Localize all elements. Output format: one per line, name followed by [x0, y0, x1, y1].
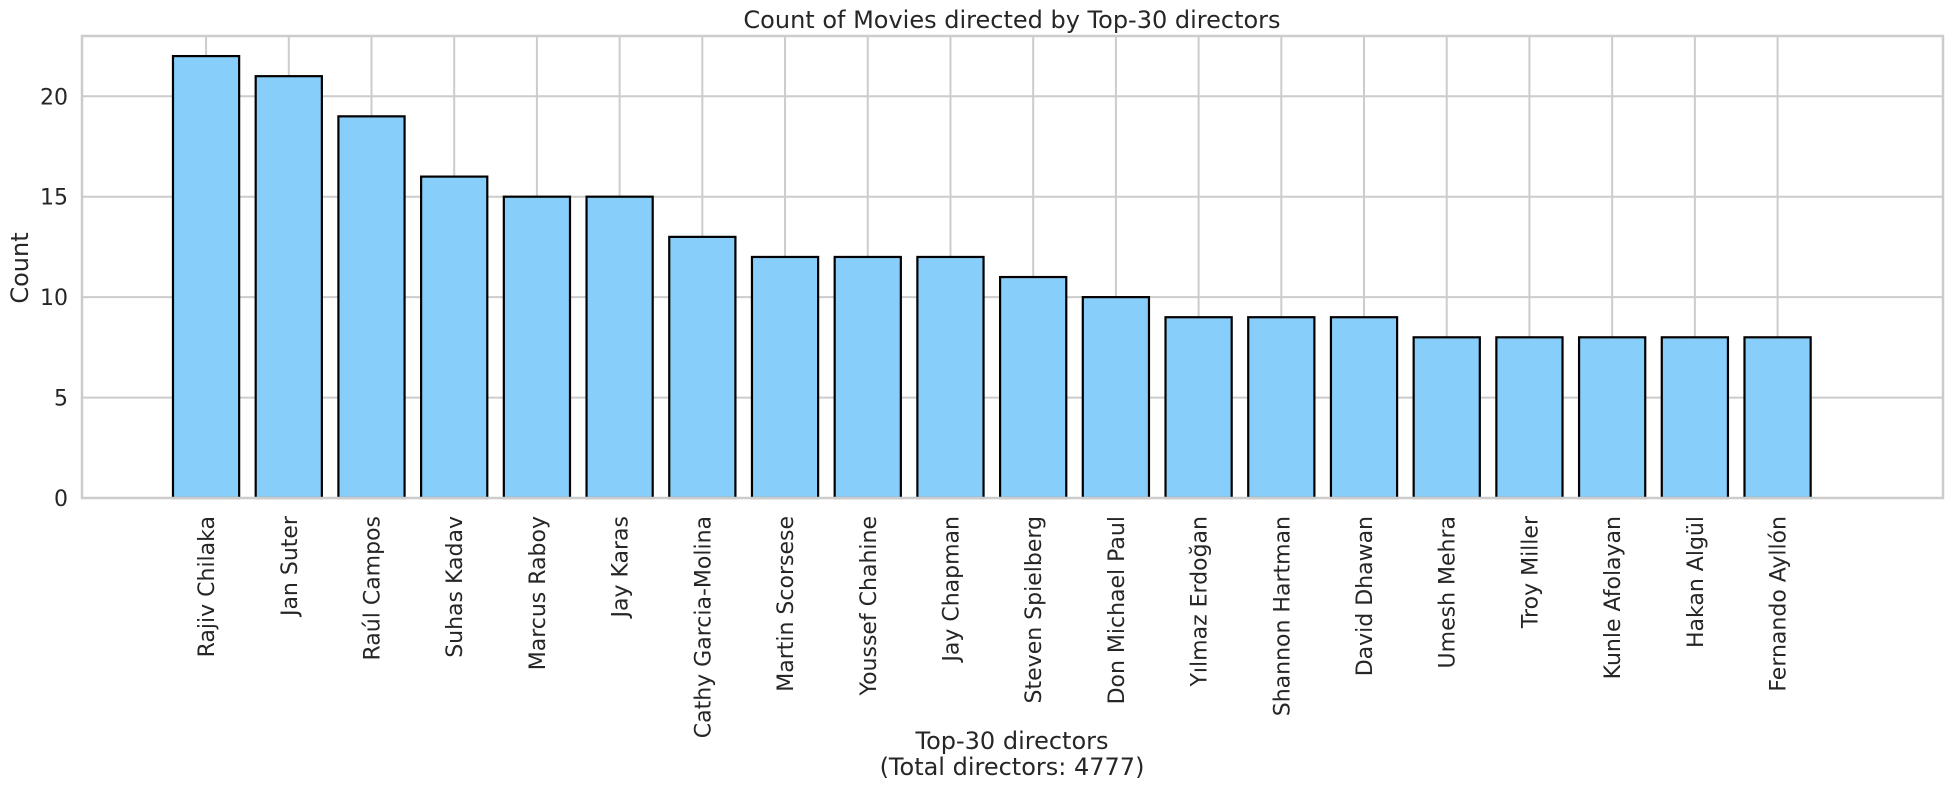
x-tick-label: Marcus Raboy — [526, 516, 551, 670]
x-tick-label: Suhas Kadav — [443, 516, 468, 658]
bar — [1495, 336, 1564, 500]
bar — [337, 115, 406, 500]
x-tick-label: Jay Chapman — [939, 516, 964, 664]
x-tick-label: Youssef Chahine — [857, 516, 882, 696]
bar — [833, 255, 902, 500]
bar — [916, 255, 985, 500]
bars — [171, 54, 1812, 500]
x-tick-label: Jay Karas — [609, 516, 634, 620]
bar — [502, 195, 572, 500]
bar — [171, 54, 241, 500]
x-tick-label: Hakan Algül — [1684, 516, 1709, 648]
chart-title: Count of Movies directed by Top-30 direc… — [743, 6, 1280, 34]
bar — [254, 75, 323, 500]
x-tick-label: Kunle Afolayan — [1601, 516, 1626, 679]
bar — [1743, 336, 1812, 500]
bar — [1577, 336, 1647, 500]
bar — [1412, 336, 1481, 500]
bar — [420, 175, 489, 500]
y-tick-label: 5 — [54, 387, 68, 412]
bar — [1329, 316, 1399, 500]
bar — [668, 235, 737, 500]
x-tick-label: Cathy Garcia-Molina — [691, 516, 716, 738]
bar — [585, 195, 654, 500]
y-tick-label: 20 — [40, 85, 68, 110]
bar — [1081, 296, 1151, 500]
x-axis-label: Top-30 directors — [915, 727, 1109, 755]
bar — [1660, 336, 1730, 500]
x-tick-label: Umesh Mehra — [1436, 516, 1461, 668]
x-tick-label: Steven Spielberg — [1022, 516, 1047, 703]
x-tick-labels: Rajiv Chilaka Jan Suter Raúl Campos Suhas K… — [195, 515, 1792, 738]
bar — [1247, 316, 1316, 500]
bar — [998, 275, 1068, 500]
x-tick-label: Yılmaz Erdoğan — [1188, 516, 1213, 688]
axes-frame — [80, 34, 1945, 500]
y-tick-label: 10 — [40, 286, 68, 311]
x-axis-label-note: (Total directors: 4777) — [880, 753, 1145, 781]
bar — [1164, 316, 1233, 500]
x-tick-label: David Dhawan — [1353, 516, 1378, 676]
x-tick-label: Don Michael Paul — [1105, 516, 1130, 704]
x-tick-label: Fernando Ayllón — [1767, 516, 1792, 692]
y-tick-label: 15 — [40, 186, 68, 211]
bar — [750, 255, 820, 500]
y-axis-label: Count — [6, 232, 34, 303]
x-tick-label: Rajiv Chilaka — [195, 516, 220, 657]
x-tick-label: Troy Miller — [1518, 515, 1543, 629]
axes-spine — [80, 34, 1945, 500]
x-tick-label: Martin Scorsese — [774, 516, 799, 692]
y-tick-labels: 0 5 10 15 20 — [40, 85, 68, 512]
x-tick-label: Shannon Hartman — [1270, 516, 1295, 716]
x-tick-label: Raúl Campos — [360, 516, 385, 661]
x-tick-label: Jan Suter — [278, 515, 303, 618]
y-tick-label: 0 — [54, 487, 68, 512]
